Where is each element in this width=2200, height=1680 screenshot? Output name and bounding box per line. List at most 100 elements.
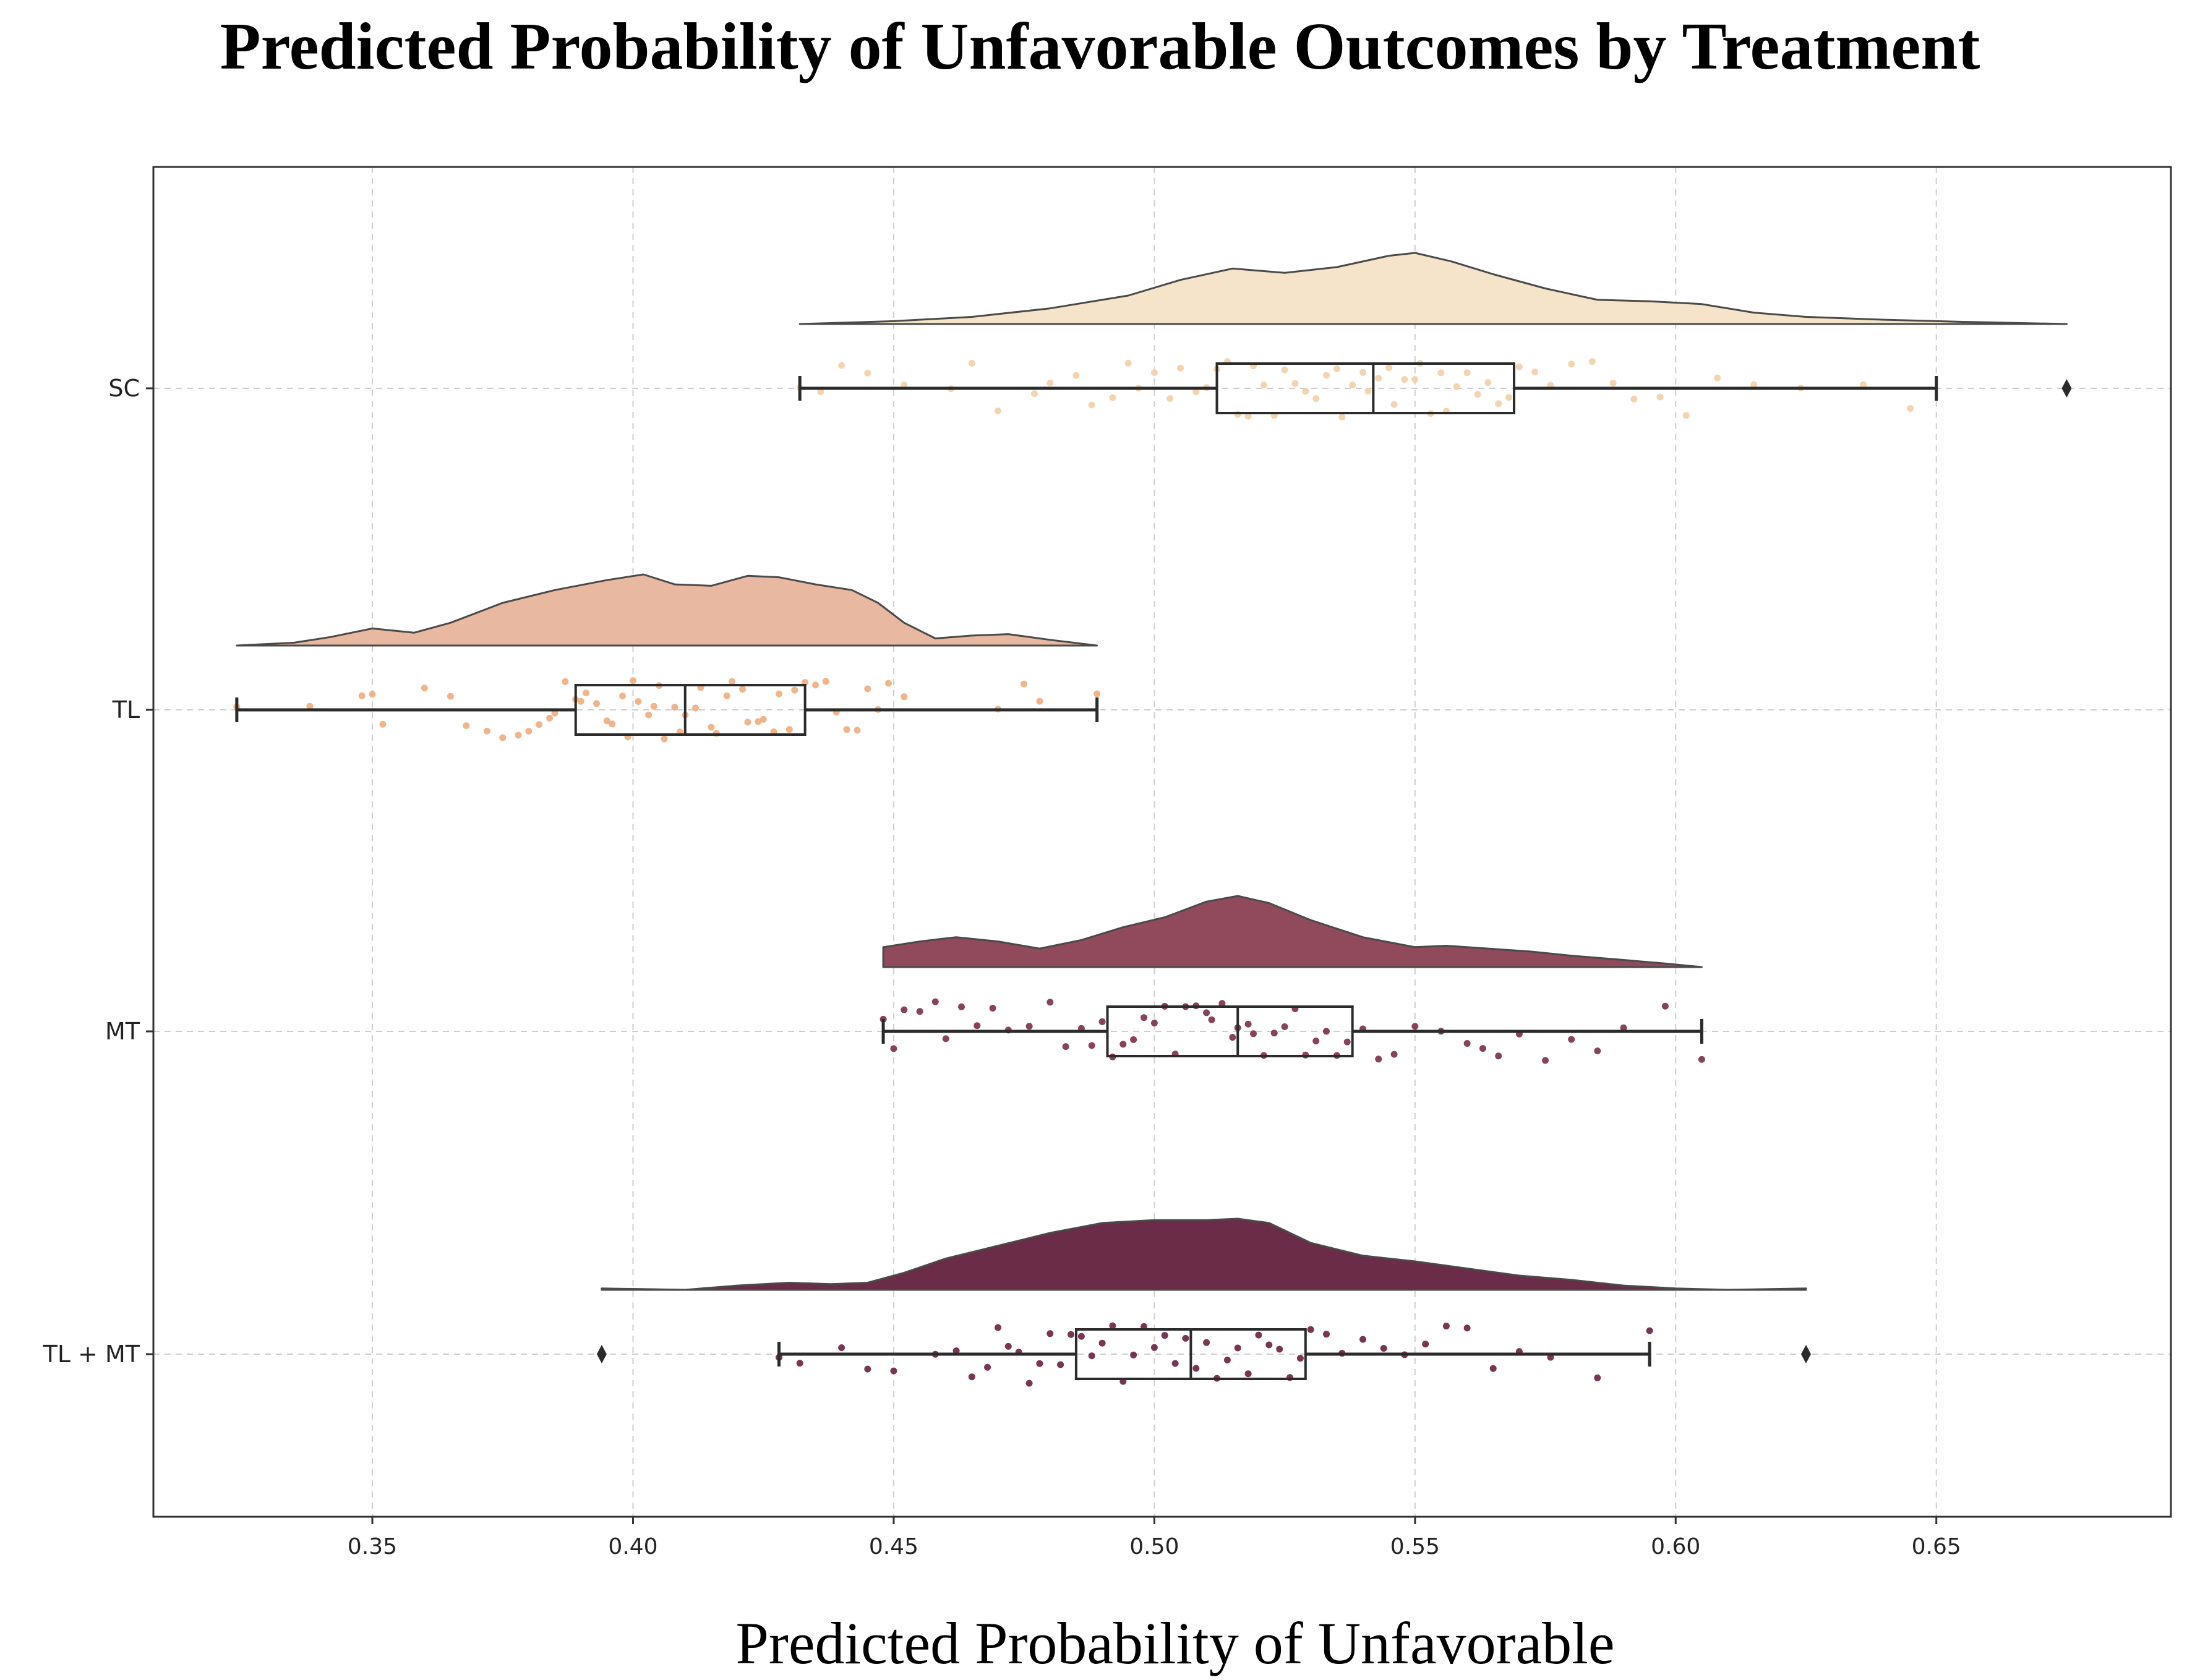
data-point <box>1036 1360 1043 1367</box>
data-point <box>1453 383 1460 390</box>
data-point <box>1323 372 1330 379</box>
data-point <box>306 702 314 710</box>
density-cloud <box>882 895 1703 968</box>
data-point <box>358 692 366 699</box>
data-point <box>1068 1331 1074 1338</box>
chart-title: Predicted Probability of Unfavorable Out… <box>220 10 1980 83</box>
data-point <box>1312 1038 1320 1045</box>
x-tick-label: 0.55 <box>1390 1534 1440 1559</box>
data-point <box>1046 1330 1054 1337</box>
data-point <box>1166 395 1174 402</box>
data-point <box>1250 1030 1257 1038</box>
data-point <box>1594 1047 1601 1055</box>
data-point <box>1088 401 1095 409</box>
data-point <box>583 689 590 697</box>
data-point <box>822 678 829 685</box>
data-point <box>692 704 700 712</box>
data-point <box>968 360 975 367</box>
data-point <box>661 735 668 743</box>
plot-frame <box>152 166 2172 1518</box>
data-point <box>635 698 642 705</box>
data-point <box>463 722 470 730</box>
data-point <box>1062 1043 1069 1051</box>
data-point <box>484 727 490 735</box>
data-point <box>421 684 428 692</box>
y-axis-categories: SC TL MT TL + MT <box>43 375 153 1368</box>
data-point <box>1860 381 1867 388</box>
data-point <box>1244 412 1252 420</box>
data-point <box>1390 401 1398 408</box>
data-point <box>1531 369 1539 375</box>
data-point <box>536 721 543 728</box>
box-iqr <box>574 684 807 736</box>
data-point <box>1349 382 1356 389</box>
data-point <box>864 1365 871 1373</box>
data-point <box>1343 1038 1351 1046</box>
data-point <box>1171 1360 1179 1367</box>
data-point <box>755 718 762 725</box>
data-point <box>1380 1345 1387 1352</box>
data-point <box>995 1324 1001 1331</box>
y-category-label: SC <box>108 375 140 402</box>
x-tick-label: 0.35 <box>348 1534 397 1559</box>
data-point <box>1390 1051 1398 1058</box>
data-point <box>812 681 819 689</box>
data-point <box>739 686 746 693</box>
data-point <box>1203 1339 1210 1346</box>
data-point <box>1046 379 1054 386</box>
data-point <box>1192 388 1200 396</box>
data-point <box>1568 360 1575 368</box>
data-point <box>603 717 610 725</box>
data-point <box>1192 1365 1200 1372</box>
data-point <box>1077 1332 1085 1340</box>
data-point <box>1437 369 1445 377</box>
data-point <box>1714 374 1721 382</box>
data-point <box>958 1003 965 1010</box>
data-point <box>1594 1374 1601 1381</box>
data-point <box>1630 395 1638 403</box>
data-point <box>708 723 715 731</box>
x-tick-label: 0.45 <box>869 1534 918 1559</box>
x-axis-label: Predicted Probability of Unfavorable <box>736 1610 1615 1676</box>
data-point <box>1161 1332 1168 1339</box>
data-point <box>1323 1331 1330 1338</box>
data-point <box>1568 1036 1575 1043</box>
data-point <box>1182 1334 1189 1342</box>
data-point <box>525 728 533 735</box>
data-point <box>1609 380 1617 387</box>
data-point <box>1542 1057 1549 1064</box>
data-point <box>1025 1023 1033 1030</box>
data-point <box>968 1373 975 1381</box>
data-point <box>499 734 507 741</box>
data-point <box>1291 380 1299 387</box>
data-point <box>890 1367 897 1375</box>
data-point <box>901 693 908 701</box>
data-point <box>1031 390 1038 398</box>
data-point <box>1072 372 1080 379</box>
data-point <box>785 726 793 733</box>
data-point <box>593 700 600 707</box>
data-point <box>1411 1023 1419 1030</box>
x-axis-ticks: 0.35 0.40 0.45 0.50 0.55 0.60 0.65 <box>348 1517 1961 1559</box>
data-point <box>952 1347 960 1355</box>
data-point <box>1442 1323 1450 1330</box>
data-point <box>1094 690 1101 697</box>
data-point <box>1119 1041 1127 1048</box>
data-point <box>1307 1326 1314 1333</box>
data-point <box>1474 391 1481 398</box>
data-point <box>1411 376 1419 383</box>
data-point <box>1098 1339 1106 1347</box>
data-point <box>1218 1000 1226 1007</box>
data-point <box>1484 379 1492 386</box>
outlier-marker <box>2061 379 2072 398</box>
density-cloud <box>236 573 1098 647</box>
data-point <box>577 697 584 705</box>
y-category-label: MT <box>105 1018 140 1045</box>
data-point <box>1281 1023 1288 1030</box>
data-point <box>1203 1009 1210 1017</box>
data-point <box>562 678 569 685</box>
data-point <box>1046 999 1054 1006</box>
data-point <box>630 677 636 684</box>
data-point <box>864 685 871 693</box>
data-point <box>1141 1014 1147 1021</box>
